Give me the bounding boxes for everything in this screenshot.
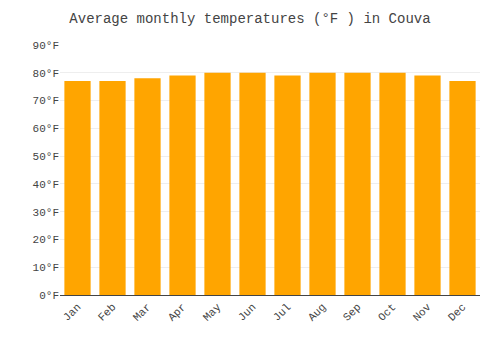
svg-text:Feb: Feb bbox=[96, 301, 118, 323]
svg-text:50°F: 50°F bbox=[33, 151, 59, 163]
svg-text:20°F: 20°F bbox=[33, 234, 59, 246]
svg-text:Nov: Nov bbox=[411, 301, 434, 324]
svg-text:Aug: Aug bbox=[306, 301, 328, 323]
svg-text:Dec: Dec bbox=[446, 301, 468, 323]
svg-text:Jan: Jan bbox=[61, 301, 83, 323]
svg-text:Average monthly temperatures (: Average monthly temperatures (°F ) in Co… bbox=[69, 11, 430, 27]
svg-text:40°F: 40°F bbox=[33, 179, 59, 191]
svg-text:May: May bbox=[201, 301, 224, 324]
svg-text:30°F: 30°F bbox=[33, 207, 59, 219]
svg-text:Oct: Oct bbox=[376, 301, 398, 323]
svg-text:90°F: 90°F bbox=[33, 40, 59, 52]
svg-text:0°F: 0°F bbox=[39, 290, 59, 302]
svg-text:Jun: Jun bbox=[236, 301, 258, 323]
svg-text:80°F: 80°F bbox=[33, 68, 59, 80]
svg-text:70°F: 70°F bbox=[33, 95, 59, 107]
svg-text:Apr: Apr bbox=[166, 301, 188, 323]
svg-text:Mar: Mar bbox=[131, 301, 153, 323]
svg-text:10°F: 10°F bbox=[33, 262, 59, 274]
svg-text:Sep: Sep bbox=[341, 301, 363, 323]
svg-text:Jul: Jul bbox=[271, 301, 293, 323]
svg-text:60°F: 60°F bbox=[33, 123, 59, 135]
